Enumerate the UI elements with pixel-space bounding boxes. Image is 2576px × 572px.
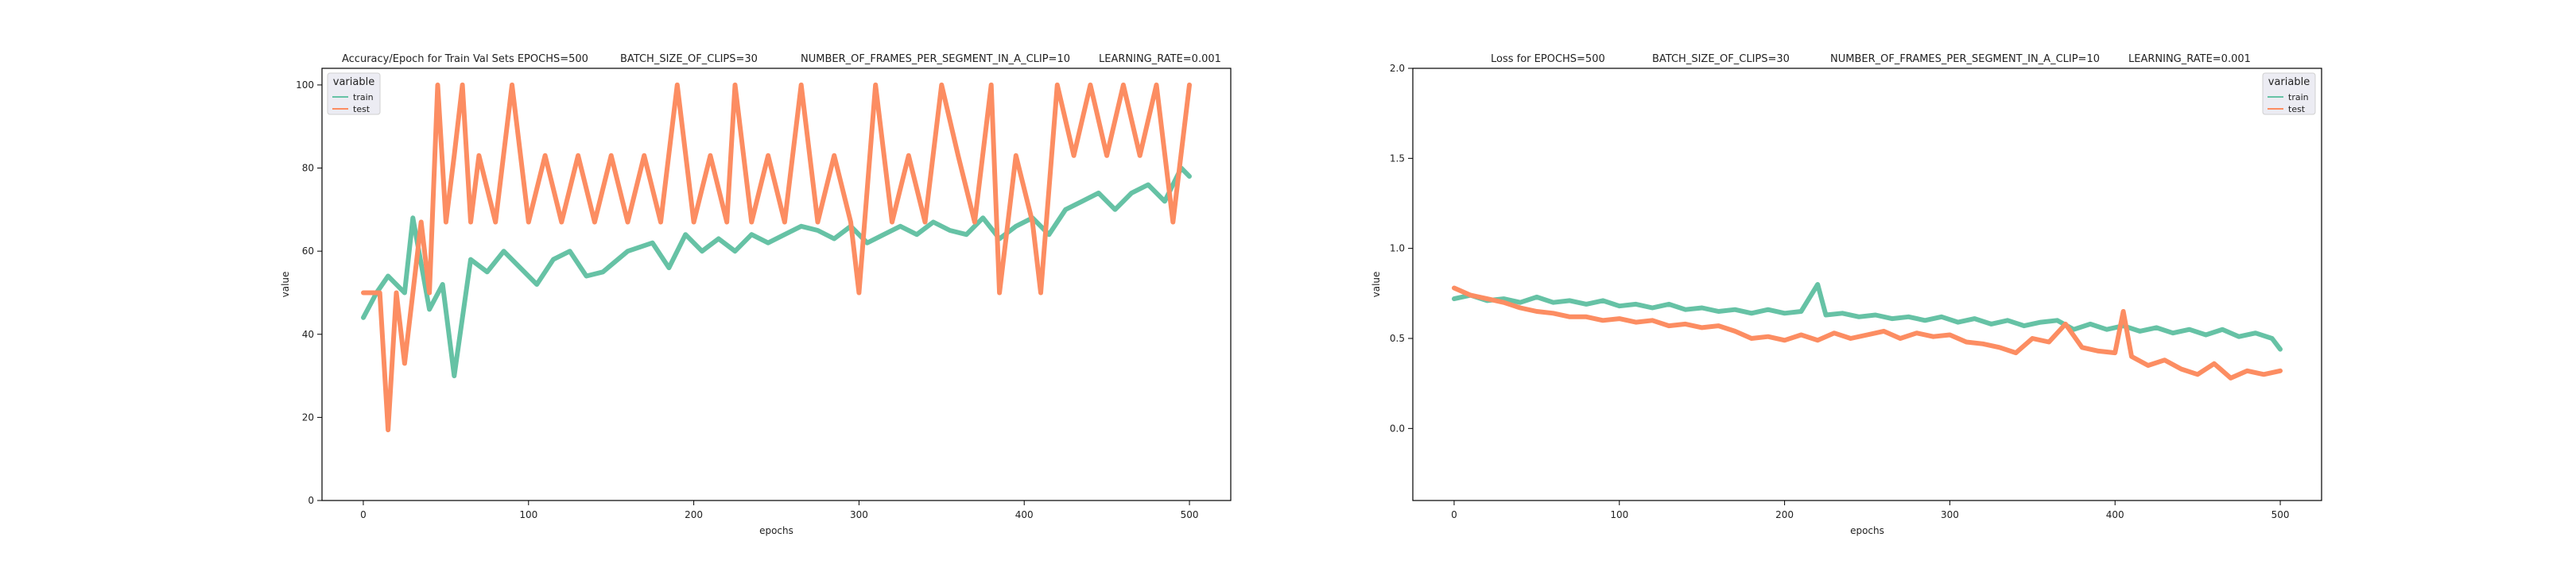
y-axis-label: value xyxy=(1371,272,1382,298)
legend-box xyxy=(327,72,381,115)
x-tick-label: 200 xyxy=(685,509,703,520)
chart-title-part: Accuracy/Epoch for Train Val Sets EPOCHS… xyxy=(342,53,588,65)
x-tick-label: 500 xyxy=(1181,509,1199,520)
series-line-train xyxy=(1452,282,2283,352)
x-tick-label: 100 xyxy=(519,509,537,520)
legend-label-test: test xyxy=(353,104,370,114)
x-tick-label: 400 xyxy=(2106,509,2124,520)
plot-frame xyxy=(1412,68,2322,501)
loss-chart: 0 100 200 300 400 500 0.0 0.5 1.0 1.5 2.0 epochs val… xyxy=(1371,53,2322,536)
chart-title-part: BATCH_SIZE_OF_CLIPS=30 xyxy=(1652,53,1790,65)
series-line-train xyxy=(361,165,1192,379)
chart-title-part: LEARNING_RATE=0.001 xyxy=(1099,53,1221,65)
y-tick-label: 1.5 xyxy=(1390,153,1405,164)
x-tick-label: 300 xyxy=(850,509,868,520)
chart-title-part: Loss for EPOCHS=500 xyxy=(1491,53,1605,65)
y-tick-label: 2.0 xyxy=(1390,63,1405,74)
y-tick-label: 20 xyxy=(302,412,314,423)
series-line-test xyxy=(361,82,1192,433)
legend-label-train: train xyxy=(353,92,374,102)
x-tick-label: 500 xyxy=(2271,509,2290,520)
x-tick-label: 0 xyxy=(1451,509,1457,520)
y-tick-label: 80 xyxy=(302,163,314,174)
legend-title: variable xyxy=(2268,76,2310,88)
x-tick-label: 200 xyxy=(1775,509,1794,520)
y-tick-label: 60 xyxy=(302,245,314,257)
legend: variable train test xyxy=(2262,72,2316,115)
accuracy-chart: 0 100 200 300 400 500 0 20 40 60 80 100 epochs value A… xyxy=(280,53,1232,536)
legend-box xyxy=(2262,72,2316,115)
x-tick-label: 100 xyxy=(1610,509,1628,520)
chart-title-part: LEARNING_RATE=0.001 xyxy=(2128,53,2251,65)
y-tick-label: 0 xyxy=(308,495,314,506)
series-line-test xyxy=(1452,285,2283,381)
chart-title-part: NUMBER_OF_FRAMES_PER_SEGMENT_IN_A_CLIP=1… xyxy=(1830,53,2100,65)
chart-title-part: NUMBER_OF_FRAMES_PER_SEGMENT_IN_A_CLIP=1… xyxy=(801,53,1070,65)
x-tick-label: 0 xyxy=(360,509,367,520)
y-tick-label: 100 xyxy=(296,79,314,91)
y-tick-label: 0.0 xyxy=(1390,423,1405,434)
legend: variable train test xyxy=(327,72,381,115)
y-axis-label: value xyxy=(280,272,291,298)
y-tick-label: 0.5 xyxy=(1390,333,1405,344)
x-axis-label: epochs xyxy=(759,525,793,536)
x-axis-label: epochs xyxy=(1850,525,1884,536)
chart-title-part: BATCH_SIZE_OF_CLIPS=30 xyxy=(620,53,758,65)
x-tick-label: 300 xyxy=(1941,509,1959,520)
legend-label-test: test xyxy=(2288,104,2306,114)
x-tick-label: 400 xyxy=(1015,509,1034,520)
y-tick-label: 40 xyxy=(302,329,314,340)
plot-frame xyxy=(321,68,1232,501)
legend-title: variable xyxy=(333,76,374,88)
y-tick-label: 1.0 xyxy=(1390,243,1405,254)
legend-label-train: train xyxy=(2288,92,2309,102)
